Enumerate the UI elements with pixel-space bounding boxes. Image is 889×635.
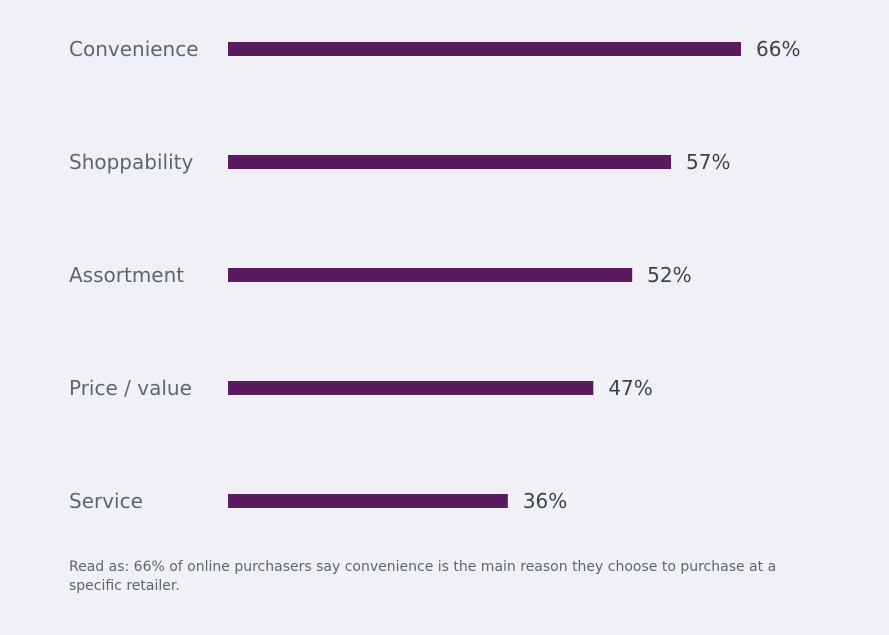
category-label: Convenience — [69, 37, 199, 61]
chart-footnote: Read as: 66% of online purchasers say co… — [69, 559, 777, 594]
value-label: 57% — [686, 150, 730, 174]
value-label: 52% — [647, 263, 691, 287]
bar — [228, 268, 633, 282]
category-label: Assortment — [69, 263, 184, 287]
bar — [228, 155, 672, 169]
category-label: Price / value — [69, 376, 192, 400]
bar — [228, 42, 741, 56]
category-label: Shoppability — [69, 150, 193, 174]
bar-chart: Convenience 66% Shoppability 57% Assortment 5… — [69, 37, 800, 513]
value-label: 47% — [608, 376, 652, 400]
bar — [228, 381, 594, 395]
bar — [228, 494, 508, 508]
category-label: Service — [69, 489, 143, 513]
value-label: 66% — [756, 37, 800, 61]
value-label: 36% — [523, 489, 567, 513]
